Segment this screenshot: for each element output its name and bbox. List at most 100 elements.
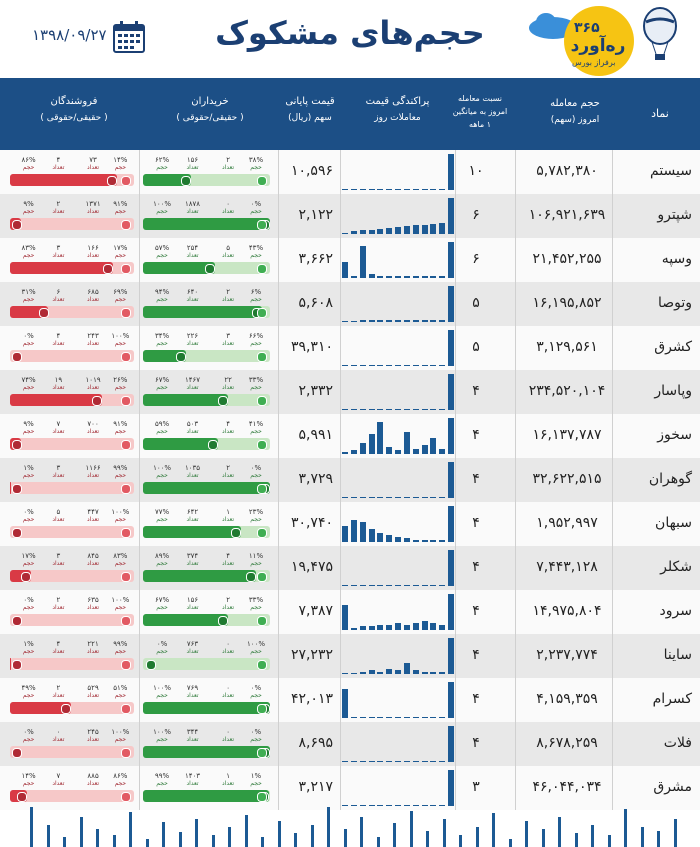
row-divider [340, 502, 341, 546]
buyers-panel-label-1: تعداد [222, 560, 235, 567]
footer-bar [640, 827, 644, 847]
spread-bar [448, 374, 454, 410]
sellers-panel-user-icon [17, 792, 28, 802]
sellers-panel-corp-icon [121, 704, 131, 714]
sellers-panel-bar [10, 658, 134, 670]
sellers-panel-label-0: حجم [114, 428, 127, 435]
spread-bar [430, 622, 437, 630]
row-volume: ۴,۱۵۹,۳۵۹ [536, 691, 598, 707]
sellers-panel-values: ۱۴% ۷۳ ۴ ۸۶% [10, 156, 134, 168]
page-title: حجم‌های مشکوک [215, 14, 485, 52]
buyers-panel-p1: ۱۱% [248, 552, 264, 560]
row-volume: ۵,۷۸۲,۳۸۰ [536, 163, 598, 179]
sellers-panel-values: ۱۰۰% ۶۳۵ ۲ ۰% [10, 596, 134, 608]
row-ratio: ۴ [472, 471, 480, 487]
row-divider [515, 502, 516, 546]
sellers-panel-values: ۱۰۰% ۴۴۷ ۵ ۰% [10, 508, 134, 520]
sellers-panel-c1: ۶۳۵ [87, 596, 99, 604]
row-price: ۳,۷۲۹ [298, 471, 333, 487]
buyers-panel-p1: ۳۳% [248, 376, 264, 384]
row-divider [139, 458, 140, 502]
sellers-panel-c2: ۴ [56, 640, 61, 648]
spread-bar [439, 624, 446, 630]
spread-bar [412, 320, 419, 322]
buyers-panel-c1: ۴ [226, 552, 230, 560]
row-ratio: ۱۰ [468, 163, 484, 179]
spread-bar [395, 622, 401, 630]
footer-bar [294, 833, 297, 847]
buyers-panel-user-icon [176, 352, 187, 362]
sellers-panel-label-1: تعداد [87, 428, 100, 435]
sellers-panel-c1: ۶۸۵ [87, 288, 99, 296]
price-spread-chart [342, 284, 454, 322]
sellers-panel-p2: ۹% [23, 420, 34, 428]
spread-bar [350, 805, 357, 806]
row-divider [515, 282, 516, 326]
buyers-panel-corp-icon [257, 616, 267, 626]
sellers-panel-c2: ۴ [56, 156, 61, 164]
price-spread-chart [342, 328, 454, 366]
row-divider [455, 414, 456, 458]
buyers-panel: ۲۳% ۱ ۶۴۲ ۷۷% حجم تعداد تعداد حجم [143, 506, 270, 542]
spread-bar [368, 229, 375, 234]
row-divider [455, 502, 456, 546]
buyers-panel-c1: ۴ [226, 420, 230, 428]
buyers-panel-p1: ۰% [250, 684, 262, 692]
buyers-panel: ۰% ۰ ۳۴۴ ۱۰۰% حجم تعداد تعداد حجم [143, 726, 270, 762]
row-divider [278, 194, 279, 238]
buyers-panel-label-2: تعداد [186, 472, 199, 479]
buyers-panel-label-2: تعداد [186, 340, 199, 347]
buyers-panel-labels: حجم تعداد تعداد حجم [143, 208, 270, 217]
sellers-panel-label-3: حجم [22, 428, 35, 435]
row-divider [612, 370, 613, 414]
spread-bar [342, 261, 348, 278]
spread-bar [395, 761, 401, 762]
spread-bar [386, 227, 393, 234]
buyers-panel-labels: حجم تعداد تعداد حجم [143, 692, 270, 701]
row-divider [340, 678, 341, 722]
buyers-panel-label-3: حجم [156, 252, 168, 259]
buyers-panel-c2: ۳۴۴ [186, 728, 199, 736]
row-ratio: ۴ [472, 603, 480, 619]
row-divider [612, 634, 613, 678]
row-divider [278, 546, 279, 590]
sellers-panel-label-1: تعداد [87, 780, 100, 787]
price-spread-chart [342, 548, 454, 586]
spread-bar [342, 673, 348, 674]
col-buyers-sub: ( حقیقی/حقوقی ) [176, 113, 244, 123]
sellers-panel-user-icon [12, 440, 23, 450]
spread-bar [430, 437, 437, 454]
spread-bar [421, 189, 428, 190]
sellers-panel-p2: ۰% [23, 728, 34, 736]
spread-bar [395, 320, 401, 322]
sellers-panel-label-2: تعداد [52, 296, 65, 303]
buyers-panel-p2: ۶۲% [154, 156, 170, 164]
sellers-panel-label-2: تعداد [52, 252, 65, 259]
sellers-panel-p1: ۱۰۰% [111, 508, 130, 516]
buyers-panel-label-1: تعداد [222, 384, 235, 391]
footer-bar [96, 829, 99, 847]
price-spread-chart [342, 768, 454, 806]
row-divider [278, 238, 279, 282]
sellers-panel-label-1: تعداد [87, 296, 100, 303]
spread-bar [359, 497, 366, 498]
row-divider [455, 590, 456, 634]
sellers-panel-labels: حجم تعداد تعداد حجم [10, 780, 134, 789]
row-price: ۲۷,۲۳۲ [290, 647, 333, 663]
buyers-panel-c1: ۲ [226, 596, 230, 604]
footer-bar [624, 809, 627, 847]
spread-bar [412, 622, 419, 630]
buyers-panel: ۰% ۲ ۱۰۳۵ ۱۰۰% حجم تعداد تعداد حجم [143, 462, 270, 498]
buyers-panel-labels: حجم تعداد تعداد حجم [143, 516, 270, 525]
sellers-panel-labels: حجم تعداد تعداد حجم [10, 472, 134, 481]
footer-bar [558, 817, 561, 847]
footer-bar [343, 829, 347, 847]
price-spread-chart [342, 240, 454, 278]
sellers-panel-label-1: تعداد [87, 604, 100, 611]
buyers-panel-corp-icon [257, 572, 267, 582]
buyers-panel-label-0: حجم [250, 736, 262, 743]
sellers-panel-label-1: تعداد [87, 736, 100, 743]
buyers-panel: ۱۰۰% ۰ ۷۶۳ ۰% حجم تعداد تعداد حجم [143, 638, 270, 674]
buyers-panel-label-1: تعداد [222, 780, 235, 787]
row-volume: ۱۶,۱۳۷,۷۸۷ [532, 427, 602, 443]
